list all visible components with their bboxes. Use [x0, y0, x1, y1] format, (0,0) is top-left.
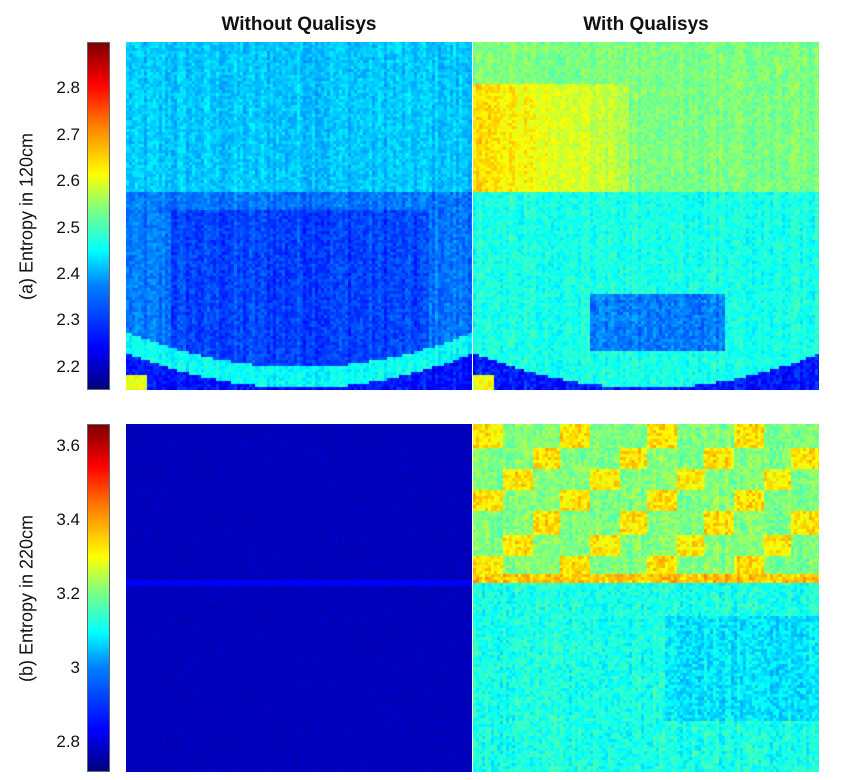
heatmap-a-without-qualisys [126, 42, 472, 390]
ylabel-a: (a) Entropy in 120cm [16, 132, 37, 301]
colorbar-tick-label: 2.5 [56, 217, 80, 237]
colorbar-tick-label: 3.2 [56, 584, 80, 604]
colorbar-a [87, 42, 110, 390]
colorbar-tick-label: 2.6 [56, 171, 80, 191]
heatmap-b-with-qualisys [473, 424, 819, 772]
colorbar-tick-label: 2.7 [56, 124, 80, 144]
title-without-qualisys: Without Qualisys [221, 14, 377, 35]
colorbar-tick-label: 2.8 [56, 78, 80, 98]
colorbar-tick-label: 2.8 [56, 732, 80, 752]
colorbar-tick-label: 3 [70, 658, 80, 678]
heatmap-a-with-qualisys [473, 42, 819, 390]
colorbar-tick-label: 2.3 [56, 310, 80, 330]
colorbar-b [87, 424, 110, 772]
colorbar-tick-label: 3.4 [56, 510, 80, 530]
colorbar-tick-label: 2.2 [56, 356, 80, 376]
colorbar-tick-label: 2.4 [56, 264, 80, 283]
title-with-qualisys: With Qualisys [583, 14, 709, 35]
colorbar-tick-label: 3.6 [56, 436, 80, 456]
heatmap-b-without-qualisys [126, 424, 472, 772]
